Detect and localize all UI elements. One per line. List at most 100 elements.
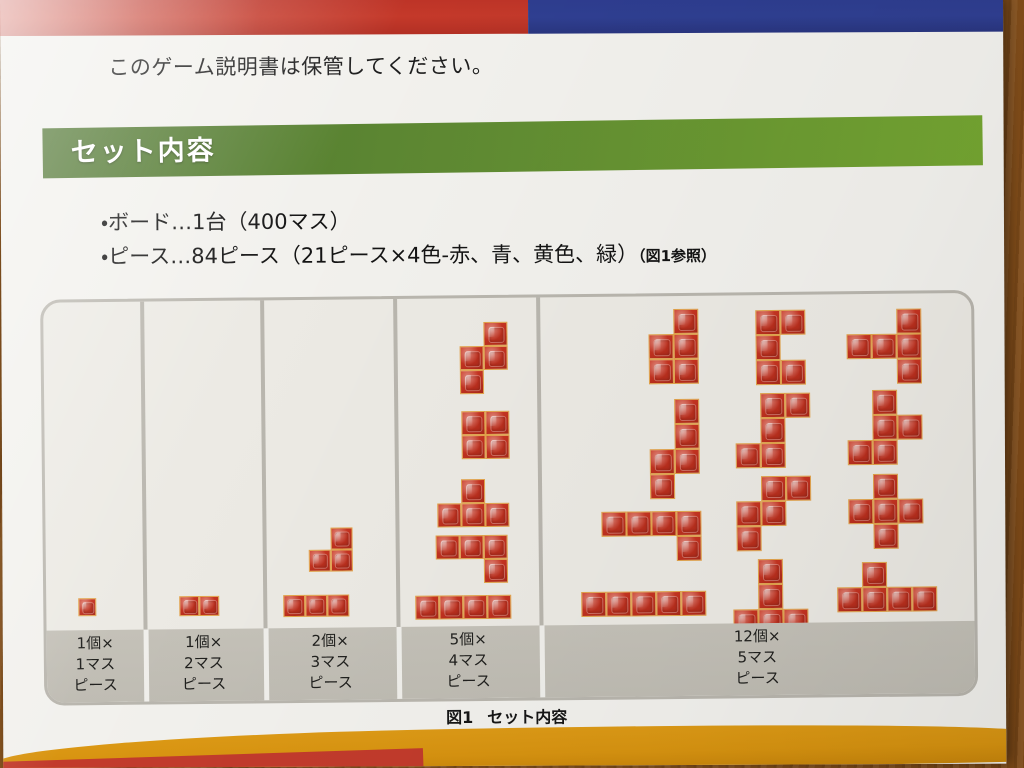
piece-cell — [887, 586, 913, 612]
piece-cell — [872, 389, 898, 415]
piece-shapes-layer — [43, 293, 971, 635]
piece-cell — [463, 595, 488, 620]
bullet-pieces-text: ・ピース…84ピース（21ピース×4色-赤、青、黄色、緑） — [101, 242, 639, 269]
bullet-list: ・ボード…1台（400マス） ・ピース…84ピース（21ピース×4色-赤、青、黄… — [101, 203, 716, 276]
column-label-size-col-1: 1マス — [75, 654, 116, 674]
piece-cell — [755, 359, 782, 386]
column-label-size-col-4: 4マス — [448, 651, 489, 670]
column-label-size-col-3: 3マス — [310, 652, 351, 671]
figure-caption-number: 図1 — [446, 707, 474, 728]
piece-cell — [673, 333, 699, 360]
piece-cell — [896, 308, 922, 334]
piece-cell — [461, 435, 486, 460]
header-band-red — [0, 0, 529, 37]
header-band-blue — [527, 0, 1007, 34]
piece-cell — [760, 475, 787, 502]
piece-cell — [459, 346, 484, 371]
piece-cell — [330, 527, 353, 550]
piece-cell — [648, 359, 674, 385]
piece-cell — [676, 510, 702, 537]
column-label-piece-col-3: ピース — [308, 673, 353, 692]
piece-cell — [897, 414, 923, 440]
piece-cell — [861, 561, 888, 588]
column-label-col-5: 12個× 5マス ピース — [540, 624, 976, 692]
column-label-piece-col-1: ピース — [73, 675, 118, 695]
piece-cell — [656, 590, 682, 617]
piece-cell — [872, 473, 899, 499]
column-label-count-col-1: 1個× — [76, 633, 114, 653]
column-label-piece-col-4: ピース — [446, 671, 491, 691]
piece-cell — [912, 586, 938, 612]
piece-cell — [873, 498, 899, 524]
column-label-band: 1個× 1マス ピース 1個× 2マス ピース 2個× 3マス ピース 5個× 4マス ピース 12個×… — [46, 620, 976, 703]
piece-cell — [896, 333, 922, 359]
piece-cell — [649, 474, 676, 500]
piece-cell — [327, 594, 350, 617]
piece-cell — [581, 591, 607, 618]
piece-cell — [735, 443, 761, 469]
piece-cell — [461, 411, 486, 436]
piece-cell — [681, 590, 707, 616]
figure-caption: 図1 セット内容 — [446, 704, 567, 729]
piece-cell — [459, 535, 484, 560]
piece-cell — [674, 398, 700, 425]
piece-cell — [736, 501, 762, 527]
piece-cell — [483, 321, 508, 347]
piece-cell — [606, 591, 632, 617]
bullet-item-pieces: ・ピース…84ピース（21ピース×4色-赤、青、黄色、緑）（図1参照） — [101, 237, 716, 276]
piece-cell — [305, 594, 328, 617]
piece-cell — [785, 475, 812, 501]
column-divider-3 — [393, 298, 401, 629]
column-divider-2 — [260, 300, 268, 631]
piece-cell — [648, 334, 674, 360]
piece-cell — [199, 595, 220, 617]
figure-caption-title: セット内容 — [487, 707, 568, 727]
piece-cell — [757, 558, 784, 585]
piece-cell — [179, 596, 200, 617]
column-divider-4 — [536, 297, 544, 628]
column-dividers-layer — [43, 293, 971, 632]
piece-cell — [487, 594, 512, 620]
piece-cell — [847, 439, 873, 466]
piece-cell — [673, 308, 699, 335]
piece-cell — [676, 535, 702, 562]
piece-cell — [758, 583, 784, 610]
piece-cell — [283, 594, 306, 618]
section-title: セット内容 — [70, 135, 216, 169]
column-label-col-3: 2個× 3マスピース — [264, 630, 398, 694]
column-label-count-col-3: 2個× — [311, 631, 349, 650]
piece-cell — [837, 587, 863, 613]
piece-cell — [483, 345, 508, 371]
column-divider-1 — [140, 301, 148, 632]
lead-text: このゲーム説明書は保管してください。 — [108, 53, 494, 80]
piece-cell — [674, 448, 700, 475]
piece-cell — [485, 434, 510, 460]
piece-cell — [871, 333, 897, 359]
piece-cell — [896, 358, 923, 384]
piece-cell — [439, 595, 464, 620]
piece-cell — [872, 414, 898, 440]
piece-cell — [848, 498, 874, 525]
piece-cell — [651, 511, 677, 537]
bullet-figure-note: （図1参照） — [638, 246, 717, 266]
column-label-col-1: 1個× 1マス ピース — [47, 633, 145, 697]
piece-cell — [631, 591, 657, 617]
piece-cell — [485, 502, 510, 528]
piece-cell — [780, 359, 807, 385]
piece-cell — [873, 523, 899, 549]
piece-cell — [846, 333, 872, 360]
piece-cell — [862, 586, 888, 613]
piece-cell — [780, 309, 806, 335]
piece-cell — [674, 423, 700, 450]
piece-cell — [760, 417, 786, 444]
piece-cell — [459, 370, 485, 395]
piece-cell — [755, 334, 781, 361]
piece-cell — [601, 511, 627, 537]
piece-cell — [760, 442, 786, 469]
column-label-piece-col-2: ピース — [181, 674, 227, 694]
column-label-piece-col-5: ピース — [735, 668, 780, 688]
column-label-size-col-2: 2マス — [184, 653, 224, 673]
piece-cell — [460, 479, 486, 504]
piece-cell — [626, 511, 652, 537]
